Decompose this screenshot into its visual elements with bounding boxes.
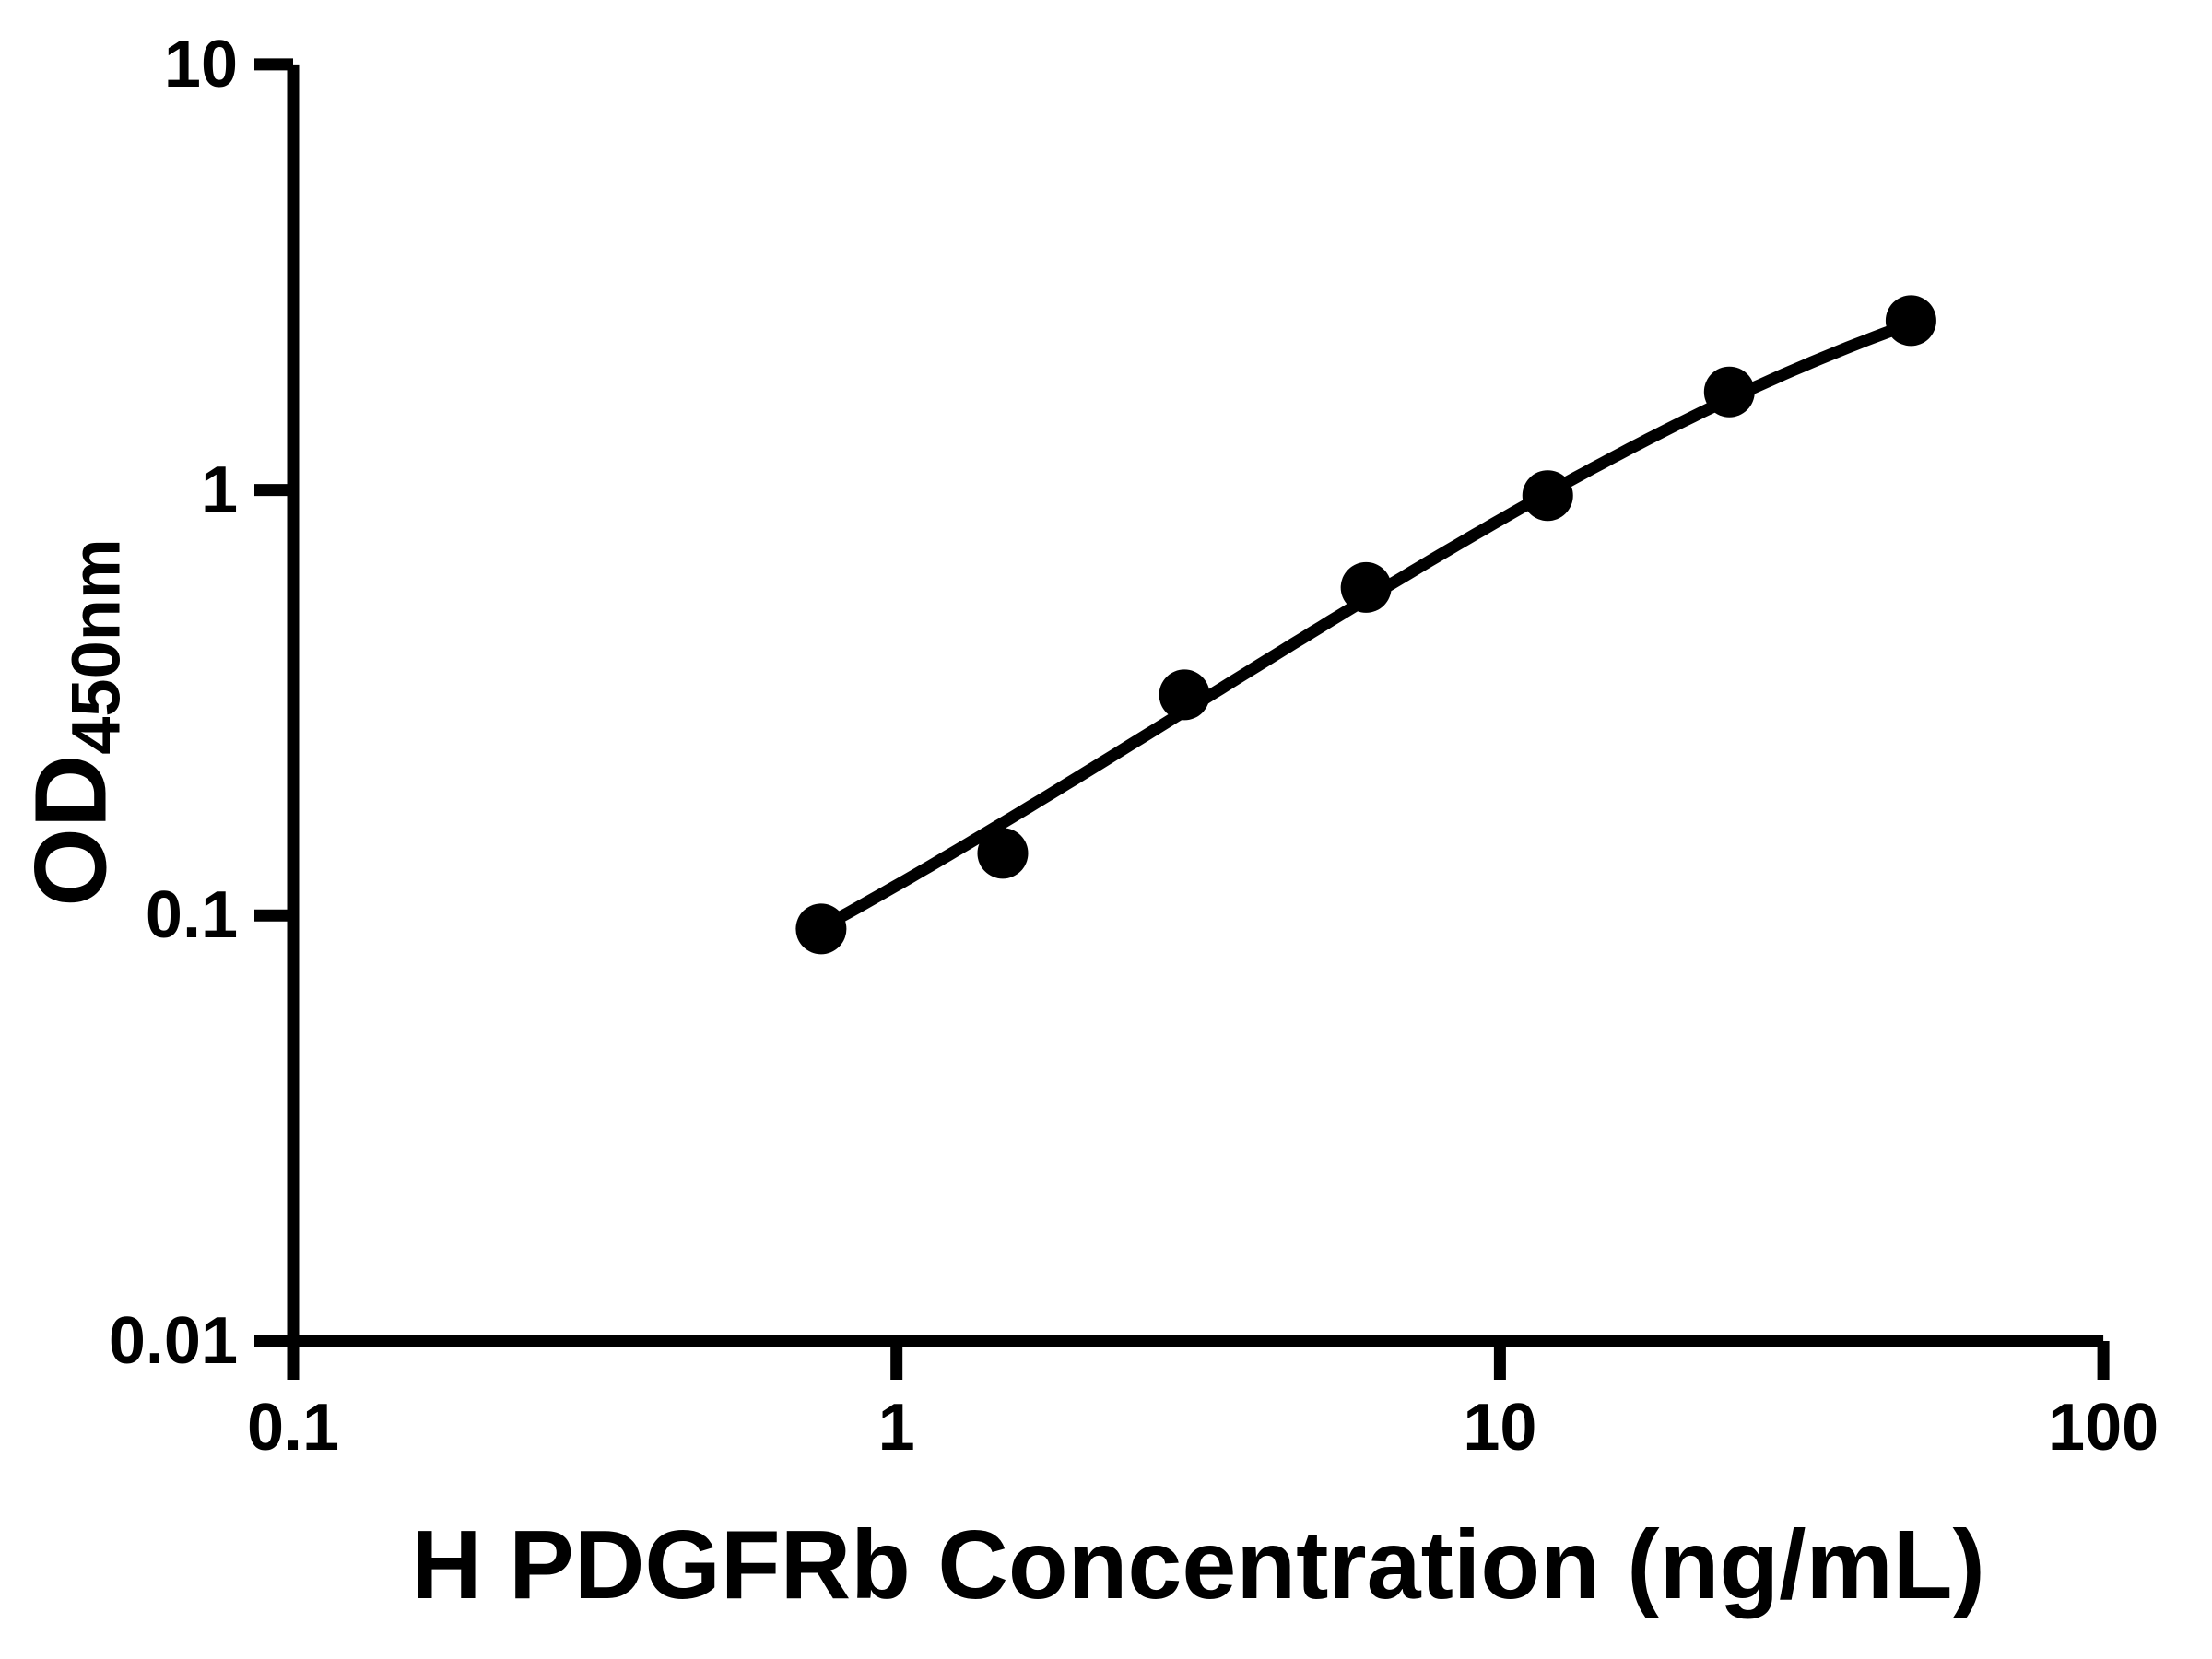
y-tick-label: 0.01 [108, 1304, 238, 1378]
x-tick-label: 0.1 [246, 1391, 340, 1465]
y-tick-label: 1 [200, 453, 238, 527]
data-point-marker [1159, 669, 1210, 721]
x-tick-label: 100 [2048, 1391, 2159, 1465]
data-point-marker [795, 903, 847, 955]
data-point-marker [1703, 366, 1755, 418]
y-axis-title-subscript: 450nm [57, 538, 135, 755]
data-point-marker [977, 828, 1029, 879]
data-point-marker [1340, 561, 1392, 613]
data-point-marker [1522, 470, 1573, 522]
x-tick-label: 10 [1463, 1391, 1537, 1465]
x-axis-title: H PDGFRb Concentration (ng/mL) [411, 1511, 1985, 1619]
y-tick-label: 10 [163, 27, 238, 101]
x-tick-label: 1 [877, 1391, 915, 1465]
y-axis-title-main: OD [14, 754, 128, 907]
data-point-marker [1885, 295, 1936, 347]
y-axis-title: OD450nm [13, 538, 135, 906]
y-tick-label: 0.1 [145, 878, 238, 953]
